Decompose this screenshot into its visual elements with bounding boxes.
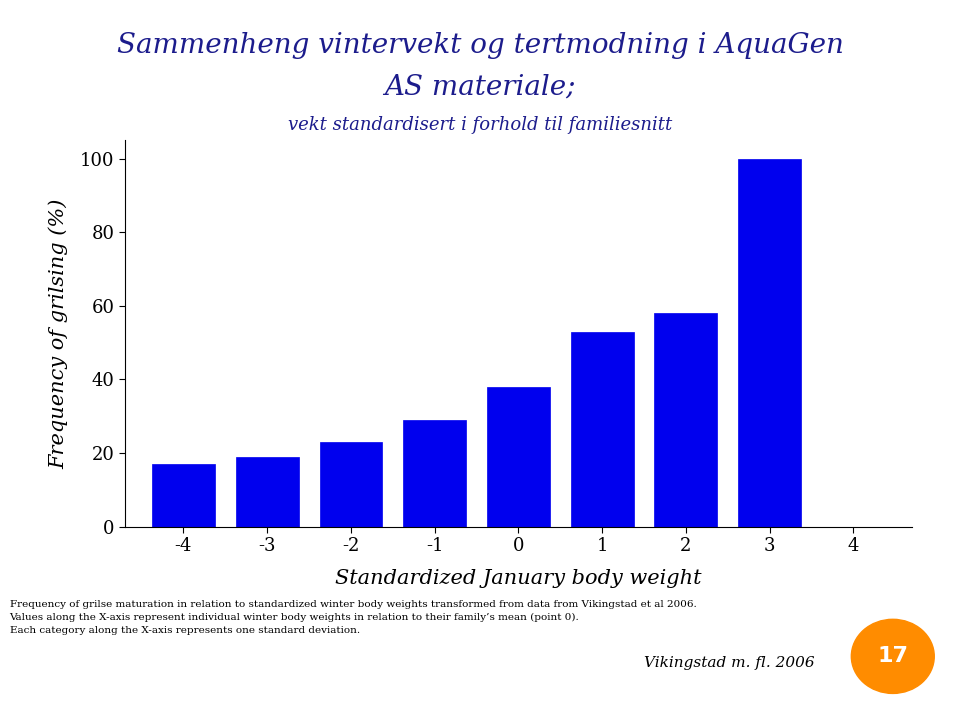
Text: vekt standardisert i forhold til familiesnitt: vekt standardisert i forhold til familie… — [288, 116, 672, 134]
Text: AS materiale;: AS materiale; — [384, 74, 576, 100]
Bar — [571, 331, 634, 526]
Y-axis label: Frequency of grilsing (%): Frequency of grilsing (%) — [49, 198, 69, 469]
Bar — [236, 456, 299, 526]
Text: Vikingstad m. fl. 2006: Vikingstad m. fl. 2006 — [644, 656, 815, 670]
Text: 17: 17 — [877, 647, 908, 666]
Bar — [655, 313, 717, 526]
X-axis label: Standardized January body weight: Standardized January body weight — [335, 569, 702, 588]
Bar — [403, 420, 466, 526]
Text: Sammenheng vintervekt og tertmodning i AquaGen: Sammenheng vintervekt og tertmodning i A… — [116, 32, 844, 58]
Bar — [487, 387, 550, 526]
Bar — [738, 159, 801, 526]
Circle shape — [852, 619, 934, 694]
Bar — [152, 464, 215, 526]
Bar — [320, 442, 382, 526]
Text: Frequency of grilse maturation in relation to standardized winter body weights t: Frequency of grilse maturation in relati… — [10, 600, 696, 635]
